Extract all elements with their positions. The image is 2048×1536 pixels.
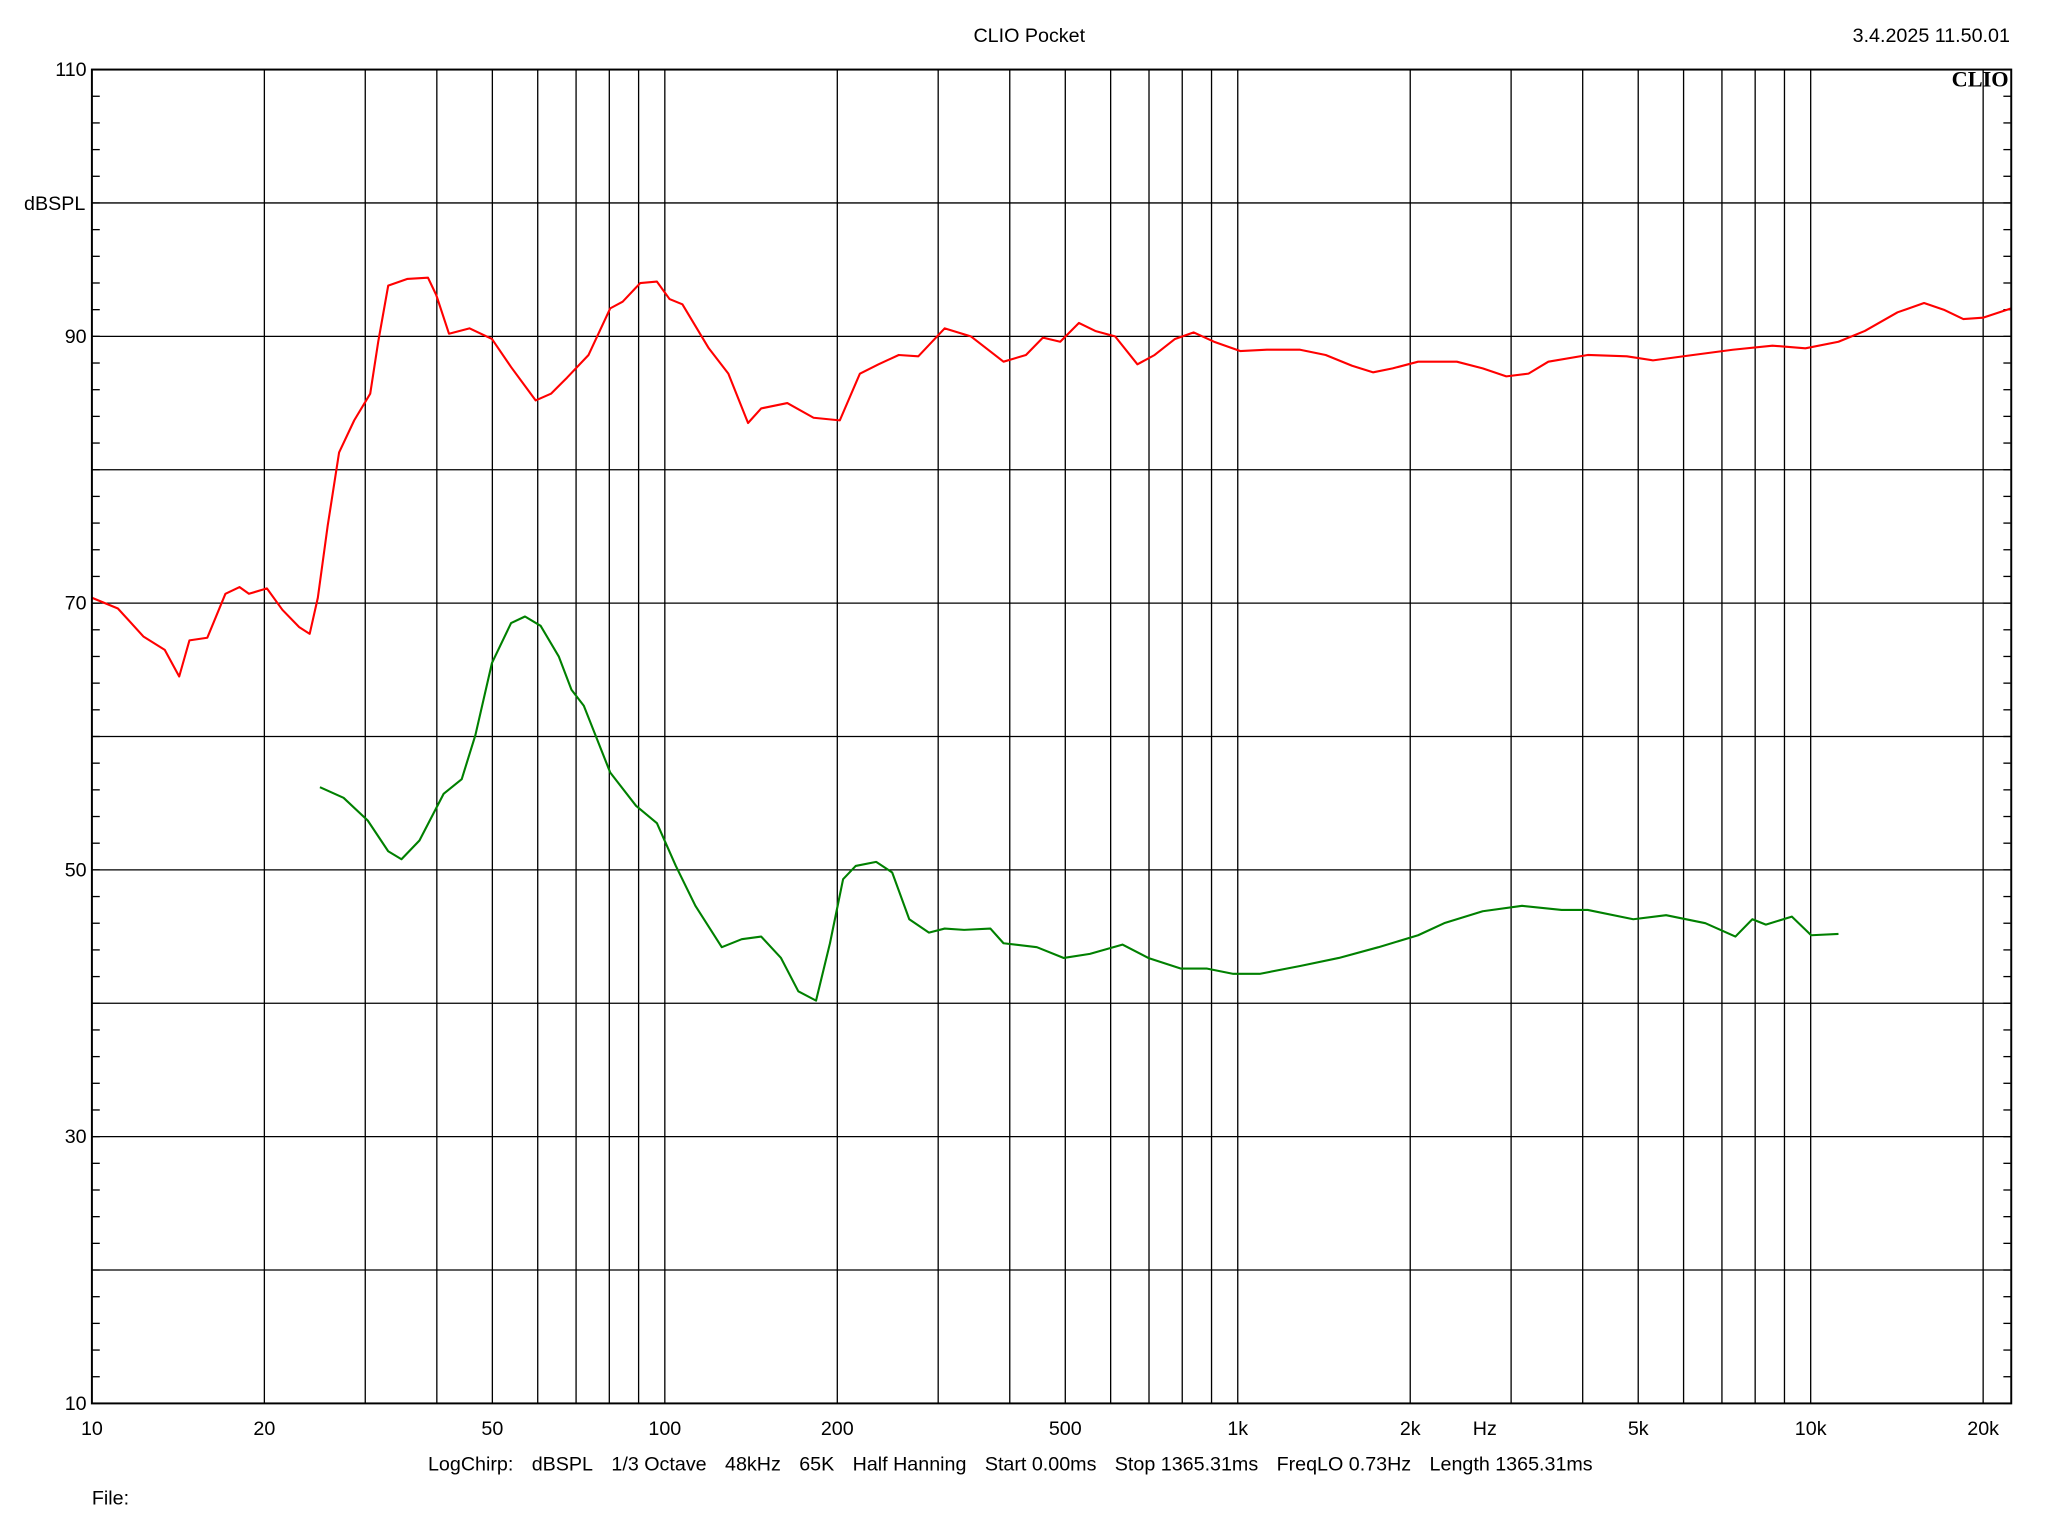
setting-item: dBSPL: [532, 1453, 593, 1475]
timestamp: 3.4.2025 11.50.01: [1853, 25, 2010, 47]
setting-item: 1/3 Octave: [611, 1453, 706, 1475]
x-tick-label: 200: [821, 1418, 854, 1440]
grid: [91, 68, 2012, 1405]
x-tick-label: 10: [81, 1418, 103, 1440]
setting-item: LogChirp:: [428, 1453, 513, 1475]
setting-item: Half Hanning: [853, 1453, 967, 1475]
y-axis-label: dBSPL: [24, 193, 85, 215]
x-tick-label: 500: [1049, 1418, 1082, 1440]
clio-logo: CLIO: [1952, 67, 2009, 92]
y-tick-label: 110: [55, 59, 86, 81]
chart-title: CLIO Pocket: [973, 25, 1085, 47]
x-tick-label: 100: [648, 1418, 681, 1440]
setting-item: FreqLO 0.73Hz: [1277, 1453, 1412, 1475]
plot-frame: [90, 68, 2013, 1405]
x-tick-label: 20k: [1967, 1418, 1999, 1440]
x-axis-label: Hz: [1473, 1418, 1497, 1440]
x-tick-label: 1k: [1227, 1418, 1248, 1440]
y-tick-label: 70: [65, 593, 87, 615]
x-tick-label: 10k: [1795, 1418, 1827, 1440]
setting-item: Length 1365.31ms: [1430, 1453, 1593, 1475]
file-label: File:: [92, 1487, 129, 1509]
x-tick-label: 2k: [1400, 1418, 1421, 1440]
series-line-1: [91, 276, 2012, 678]
y-tick-label: 50: [65, 859, 87, 881]
y-tick-label: 10: [65, 1393, 87, 1415]
series-group: [91, 276, 2012, 1002]
setting-item: Start 0.00ms: [985, 1453, 1097, 1475]
x-tick-label: 50: [481, 1418, 503, 1440]
y-tick-label: 90: [65, 326, 87, 348]
y-tick-label: 30: [65, 1126, 87, 1148]
series-line-2: [319, 615, 1839, 1002]
setting-item: Stop 1365.31ms: [1115, 1453, 1259, 1475]
setting-item: 65K: [799, 1453, 834, 1475]
setting-item: 48kHz: [725, 1453, 781, 1475]
x-tick-label: 5k: [1628, 1418, 1649, 1440]
y-axis: 10 30 50 70 90 110: [55, 59, 86, 1415]
x-axis: 10 20 50 100 200 500 1k 2k 5k 10k 20k: [81, 1418, 1999, 1440]
measurement-settings: LogChirp: dBSPL 1/3 Octave 48kHz 65K Half Han…: [428, 1453, 1593, 1475]
x-tick-label: 20: [253, 1418, 275, 1440]
